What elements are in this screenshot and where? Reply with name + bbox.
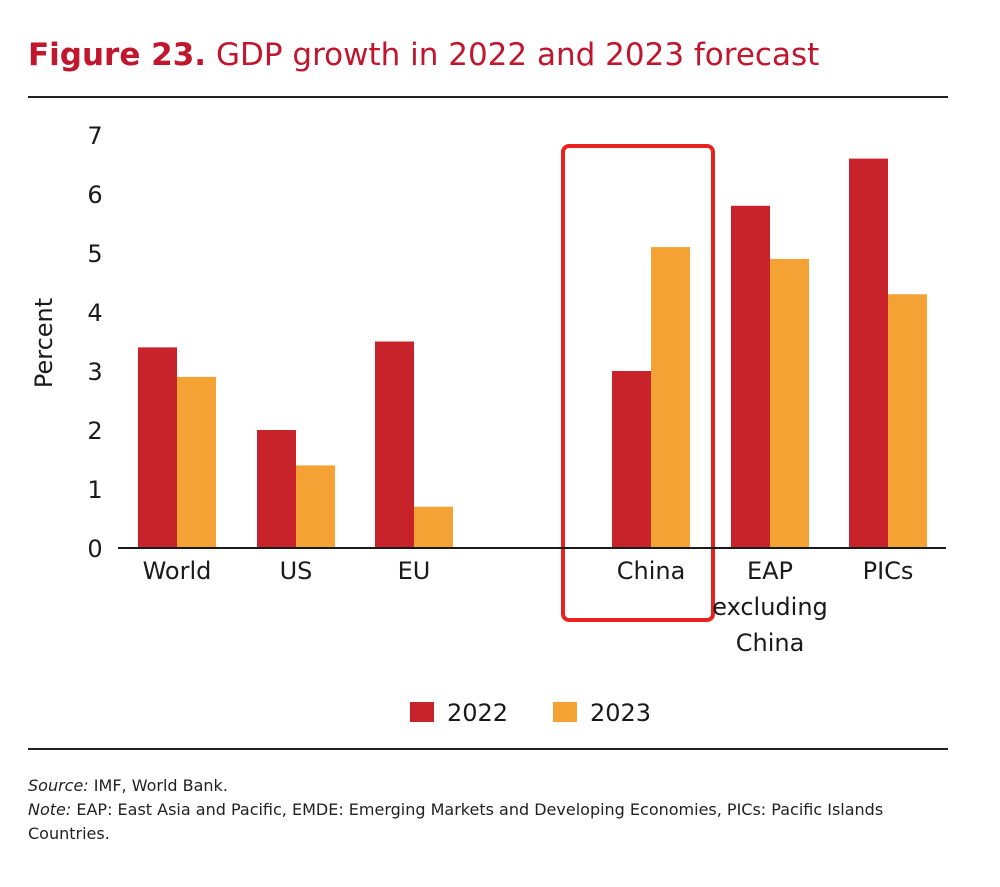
source-text: IMF, World Bank.: [93, 776, 228, 795]
x-category-label: PICs: [863, 557, 914, 585]
legend-label-2023: 2023: [590, 699, 651, 727]
x-category-label: US: [280, 557, 313, 585]
legend-swatch-2022: [410, 702, 434, 722]
x-category-label: China: [617, 557, 686, 585]
note-text: EAP: East Asia and Pacific, EMDE: Emergi…: [28, 800, 884, 843]
bar-2022-eu: [375, 341, 414, 548]
bar-2022-pics: [849, 158, 888, 548]
y-tick-label: 5: [87, 240, 102, 268]
bar-chart: 0 1 2 3 4 5 6 7 Percent World US EU China EAP excludin…: [30, 122, 946, 727]
top-rule: [28, 96, 948, 98]
bar-2023-world: [177, 376, 216, 548]
figure-number: Figure 23.: [28, 37, 207, 73]
y-axis-label: Percent: [30, 298, 58, 388]
note-label: Note:: [28, 800, 72, 819]
figure-title: Figure 23. GDP growth in 2022 and 2023 f…: [28, 40, 819, 71]
figure-title-text: GDP growth in 2022 and 2023 forecast: [215, 37, 820, 73]
source-label: Source:: [28, 776, 89, 795]
bar-2022-eap-excluding-china: [731, 205, 770, 549]
legend-label-2022: 2022: [447, 699, 508, 727]
bar-2023-us: [296, 465, 335, 548]
bar-2023-pics: [888, 294, 927, 548]
y-tick-label: 3: [87, 358, 102, 386]
y-tick-label: 4: [87, 299, 102, 327]
x-category-label: EAP: [747, 557, 793, 585]
x-category-label: excluding: [712, 593, 828, 621]
y-tick-label: 1: [87, 476, 102, 504]
highlight-box: [561, 144, 715, 622]
bottom-rule: [28, 748, 948, 750]
y-tick-label: 0: [87, 535, 102, 563]
y-tick-label: 7: [87, 122, 102, 150]
y-tick-label: 6: [87, 181, 102, 209]
y-tick-label: 2: [87, 417, 102, 445]
bar-2023-eu: [414, 506, 453, 548]
bar-2022-world: [138, 347, 177, 548]
chart-footer: Source: IMF, World Bank. Note: EAP: East…: [28, 774, 958, 846]
bar-2023-eap-excluding-china: [770, 258, 809, 548]
bar-2023-china: [651, 247, 690, 548]
bar-2022-china: [612, 371, 651, 548]
x-category-label: World: [143, 557, 212, 585]
legend-swatch-2023: [553, 702, 577, 722]
x-category-label: EU: [398, 557, 431, 585]
x-category-label: China: [736, 629, 805, 657]
note-line: Note: EAP: East Asia and Pacific, EMDE: …: [28, 798, 958, 846]
bar-2022-us: [257, 430, 296, 548]
source-line: Source: IMF, World Bank.: [28, 774, 958, 798]
